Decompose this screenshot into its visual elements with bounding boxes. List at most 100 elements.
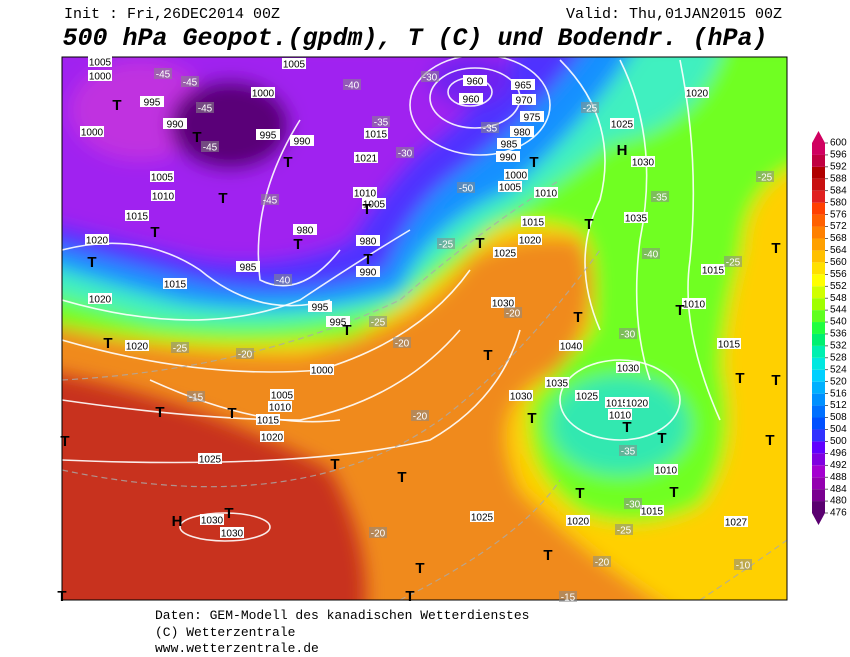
temperature-label: -20: [593, 556, 611, 569]
pressure-label-box: [198, 453, 222, 464]
pressure-center-symbol: T: [675, 302, 684, 319]
pressure-label-text: 1015: [702, 266, 725, 277]
pressure-label: 1020: [125, 340, 149, 353]
temperature-label-text: -45: [203, 143, 218, 154]
pressure-center-symbol: H: [172, 513, 183, 530]
temperature-label-text: -35: [653, 193, 668, 204]
pressure-label-box: [163, 118, 187, 129]
pressure-label: 1005: [282, 58, 306, 71]
temperature-label-box: [274, 274, 292, 285]
pressure-label-text: 995: [312, 303, 329, 314]
pressure-label-box: [356, 266, 380, 277]
temperature-label-text: -25: [726, 258, 741, 269]
pressure-label-box: [685, 87, 709, 98]
pressure-label-text: 1000: [81, 128, 104, 139]
colorbar-swatch: [812, 154, 825, 167]
pressure-label: 1025: [610, 118, 634, 131]
pressure-label-box: [293, 224, 317, 235]
pressure-label-text: 960: [467, 77, 484, 88]
pressure-center-symbol: T: [622, 419, 631, 436]
colorbar-swatch: [812, 333, 825, 346]
map-labels: 1005100099599010001005101010151020101510…: [57, 56, 781, 605]
temperature-label-text: -25: [173, 344, 188, 355]
pressure-label-box: [625, 397, 649, 408]
pressure-label: 1025: [198, 453, 222, 466]
pressure-label-text: 1010: [655, 466, 678, 477]
pressure-center-symbol: T: [103, 335, 112, 352]
pressure-label-text: 1015: [606, 399, 629, 410]
temperature-label: -25: [369, 316, 387, 329]
pressure-label: 1030: [220, 527, 244, 540]
temperature-label-text: -15: [561, 593, 576, 604]
pressure-label: 1020: [625, 397, 649, 410]
pressure-center-symbol: T: [765, 432, 774, 449]
pressure-center-symbol: T: [60, 433, 69, 450]
pressure-label-box: [682, 298, 706, 309]
pressure-label: 985: [497, 138, 521, 151]
colorbar-swatch: [812, 501, 825, 513]
pressure-center-symbol: T: [363, 251, 372, 268]
pressure-label-text: 1010: [683, 300, 706, 311]
temperature-label-box: [171, 342, 189, 353]
pressure-label: 1000: [80, 126, 104, 139]
colorbar-tick-label: 524: [830, 364, 847, 375]
colorbar-swatch: [812, 322, 825, 334]
pressure-label-box: [151, 190, 175, 201]
pressure-label-box: [575, 390, 599, 401]
valid-time: Valid: Thu,01JAN2015 00Z: [566, 6, 782, 23]
pressure-label-box: [510, 126, 534, 137]
temperature-label-box: [593, 556, 611, 567]
temperature-label-box: [372, 116, 390, 127]
colorbar-tick-label: 592: [830, 162, 847, 173]
pressure-label-box: [140, 96, 164, 107]
colorbar-swatch: [812, 453, 825, 466]
temperature-label-box: [236, 348, 254, 359]
temperature-label: -35: [372, 116, 390, 129]
pressure-label-text: 1005: [499, 183, 522, 194]
pressure-label: 1015: [256, 414, 280, 427]
pressure-label-box: [310, 364, 334, 375]
pressure-label-box: [220, 527, 244, 538]
pressure-label-text: 990: [294, 137, 311, 148]
temperature-label-text: -30: [626, 500, 641, 511]
pressure-label-text: 1020: [519, 236, 542, 247]
colorbar-swatch: [812, 417, 825, 430]
pressure-label: 1010: [682, 298, 706, 311]
pressure-center-symbol: T: [527, 410, 536, 427]
temperature-label-box: [724, 256, 742, 267]
pressure-label: 995: [256, 129, 280, 142]
pressure-center-symbol: T: [771, 372, 780, 389]
temperature-label-text: -40: [644, 250, 659, 261]
temperature-label-box: [734, 559, 752, 570]
pressure-label-text: 980: [297, 226, 314, 237]
pressure-label-box: [518, 234, 542, 245]
pressure-label-text: 1000: [505, 171, 528, 182]
temperature-label-text: -20: [595, 558, 610, 569]
colorbar-high-end: [812, 131, 825, 143]
pressure-label-box: [520, 111, 544, 122]
temperature-label-box: [481, 122, 499, 133]
pressure-label: 1027: [724, 516, 748, 529]
temperature-label-text: -30: [398, 149, 413, 160]
pressure-label-text: 1025: [494, 249, 517, 260]
pressure-label-text: 965: [515, 81, 532, 92]
pressure-label-text: 1020: [261, 433, 284, 444]
pressure-label: 1005: [270, 389, 294, 402]
pressure-label: 960: [463, 75, 487, 88]
pressure-center-symbol: T: [771, 240, 780, 257]
pressure-label-box: [80, 126, 104, 137]
pressure-label-text: 980: [514, 128, 531, 139]
pressure-center-symbol: T: [475, 235, 484, 252]
colorbar-tick-label: 548: [830, 293, 847, 304]
colorbar-tick-label: 536: [830, 329, 847, 340]
pressure-label-text: 1015: [522, 218, 545, 229]
temperature-label-box: [396, 147, 414, 158]
temperature-label-text: -40: [345, 81, 360, 92]
pressure-label: 965: [511, 79, 535, 92]
pressure-label: 1015: [163, 278, 187, 291]
colorbar-swatch: [812, 250, 825, 263]
pressure-label: 1010: [654, 464, 678, 477]
pressure-center-symbol: T: [669, 484, 678, 501]
temperature-label-text: -10: [736, 561, 751, 572]
